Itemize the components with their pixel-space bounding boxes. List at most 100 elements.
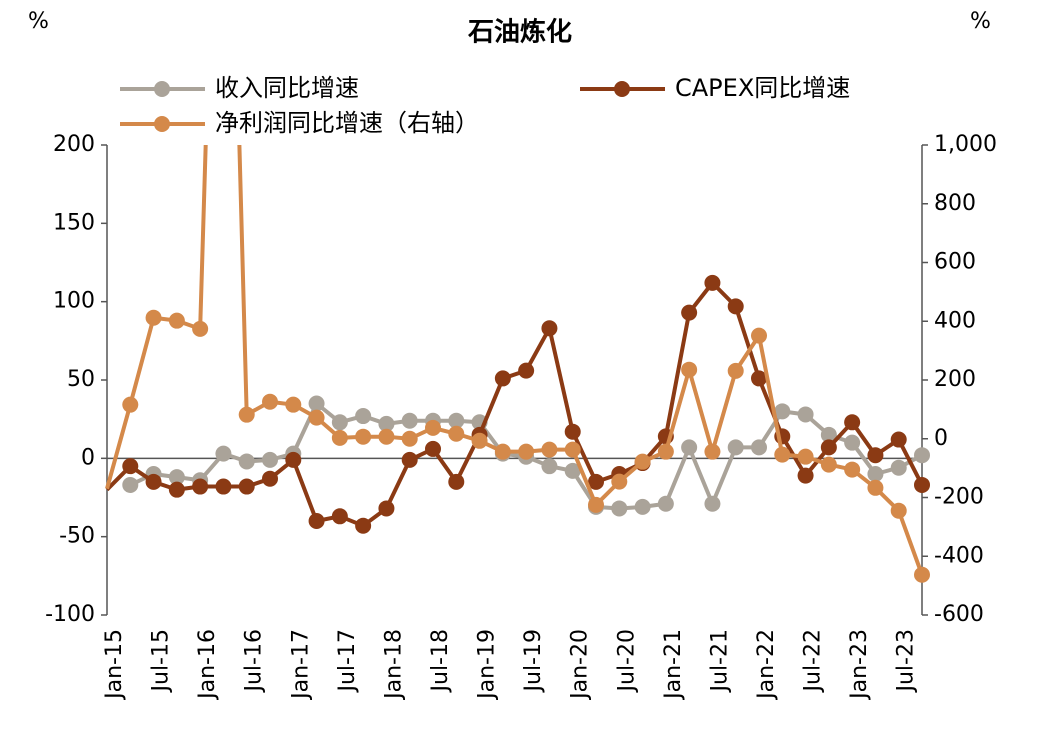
- point: [238, 406, 255, 423]
- point: [564, 441, 581, 458]
- point: [564, 423, 581, 440]
- point: [564, 462, 581, 479]
- legend-label: CAPEX同比增速: [675, 74, 850, 102]
- point: [681, 304, 698, 321]
- point: [401, 412, 418, 429]
- point: [681, 439, 698, 456]
- point: [331, 414, 348, 431]
- point: [122, 476, 139, 493]
- point: [168, 469, 185, 486]
- point: [914, 566, 930, 583]
- point: [541, 320, 558, 337]
- point: [308, 409, 325, 426]
- x-tick-label: Jul-19: [521, 629, 546, 693]
- y-tick-label: -50: [59, 524, 95, 549]
- point: [168, 312, 185, 329]
- point: [914, 476, 930, 493]
- x-tick-label: Jan-17: [288, 629, 313, 701]
- point: [448, 473, 465, 490]
- point: [867, 466, 884, 482]
- y2-tick-label: -400: [934, 543, 984, 568]
- y2-tick-label: 200: [934, 367, 976, 392]
- x-tick-label: Jul-17: [335, 629, 360, 693]
- point: [890, 459, 907, 476]
- point: [541, 458, 558, 475]
- legend-marker: [154, 116, 170, 132]
- point: [215, 445, 232, 462]
- point: [448, 412, 465, 429]
- point: [657, 495, 674, 512]
- point: [797, 448, 814, 465]
- point: [262, 470, 278, 487]
- point: [122, 458, 139, 475]
- point: [751, 370, 767, 387]
- point: [588, 473, 604, 490]
- point: [518, 443, 535, 460]
- point: [331, 429, 348, 446]
- legend-label: 净利润同比增速（右轴）: [215, 109, 479, 137]
- legend-marker: [154, 81, 170, 97]
- y-tick-label: -100: [45, 602, 95, 627]
- point: [611, 473, 628, 490]
- y2-tick-label: 400: [934, 308, 976, 333]
- point: [308, 395, 325, 412]
- point: [494, 370, 511, 387]
- point: [494, 443, 511, 460]
- point: [890, 431, 907, 448]
- y2-unit: %: [970, 9, 991, 34]
- y2-tick-label: 0: [934, 426, 948, 451]
- point: [820, 426, 837, 443]
- point: [774, 446, 791, 463]
- plot-area: [105, 145, 930, 583]
- x-tick-label: Jan-23: [847, 629, 872, 701]
- point: [774, 403, 791, 420]
- point: [355, 517, 372, 534]
- point: [378, 500, 395, 517]
- point: [588, 496, 604, 513]
- y-tick-label: 150: [53, 210, 95, 235]
- point: [262, 393, 278, 410]
- point: [378, 415, 395, 432]
- point: [145, 309, 162, 326]
- point: [238, 453, 255, 470]
- x-tick-label: Jul-22: [801, 629, 826, 693]
- x-tick-label: Jan-20: [568, 629, 593, 701]
- point: [681, 361, 698, 378]
- point: [238, 478, 255, 495]
- y2-tick-label: -600: [934, 602, 984, 627]
- point: [844, 461, 861, 478]
- point: [634, 453, 651, 470]
- point: [192, 320, 209, 337]
- y2-tick-label: 1,000: [934, 132, 997, 157]
- x-tick-label: Jul-16: [242, 629, 267, 693]
- point: [285, 451, 302, 468]
- point: [751, 439, 767, 456]
- point: [611, 500, 628, 517]
- point: [425, 440, 441, 457]
- x-tick-label: Jul-15: [149, 629, 174, 693]
- point: [634, 498, 651, 515]
- point: [704, 443, 721, 460]
- x-tick-label: Jul-18: [428, 629, 453, 693]
- point: [704, 495, 721, 512]
- legend-label: 收入同比增速: [215, 74, 359, 102]
- x-tick-label: Jan-18: [381, 629, 406, 701]
- x-tick-label: Jan-15: [102, 629, 127, 701]
- point: [471, 432, 488, 449]
- point: [797, 406, 814, 423]
- point: [355, 428, 372, 445]
- point: [797, 467, 814, 484]
- point: [541, 441, 558, 458]
- legend-marker: [614, 81, 630, 97]
- point: [401, 451, 418, 468]
- point: [331, 508, 348, 525]
- x-tick-label: Jul-21: [707, 629, 732, 693]
- x-tick-label: Jan-19: [475, 629, 500, 701]
- point: [867, 479, 884, 496]
- x-tick-label: Jan-21: [661, 629, 686, 701]
- x-tick-label: Jan-22: [754, 629, 779, 701]
- point: [890, 502, 907, 519]
- point: [914, 447, 930, 464]
